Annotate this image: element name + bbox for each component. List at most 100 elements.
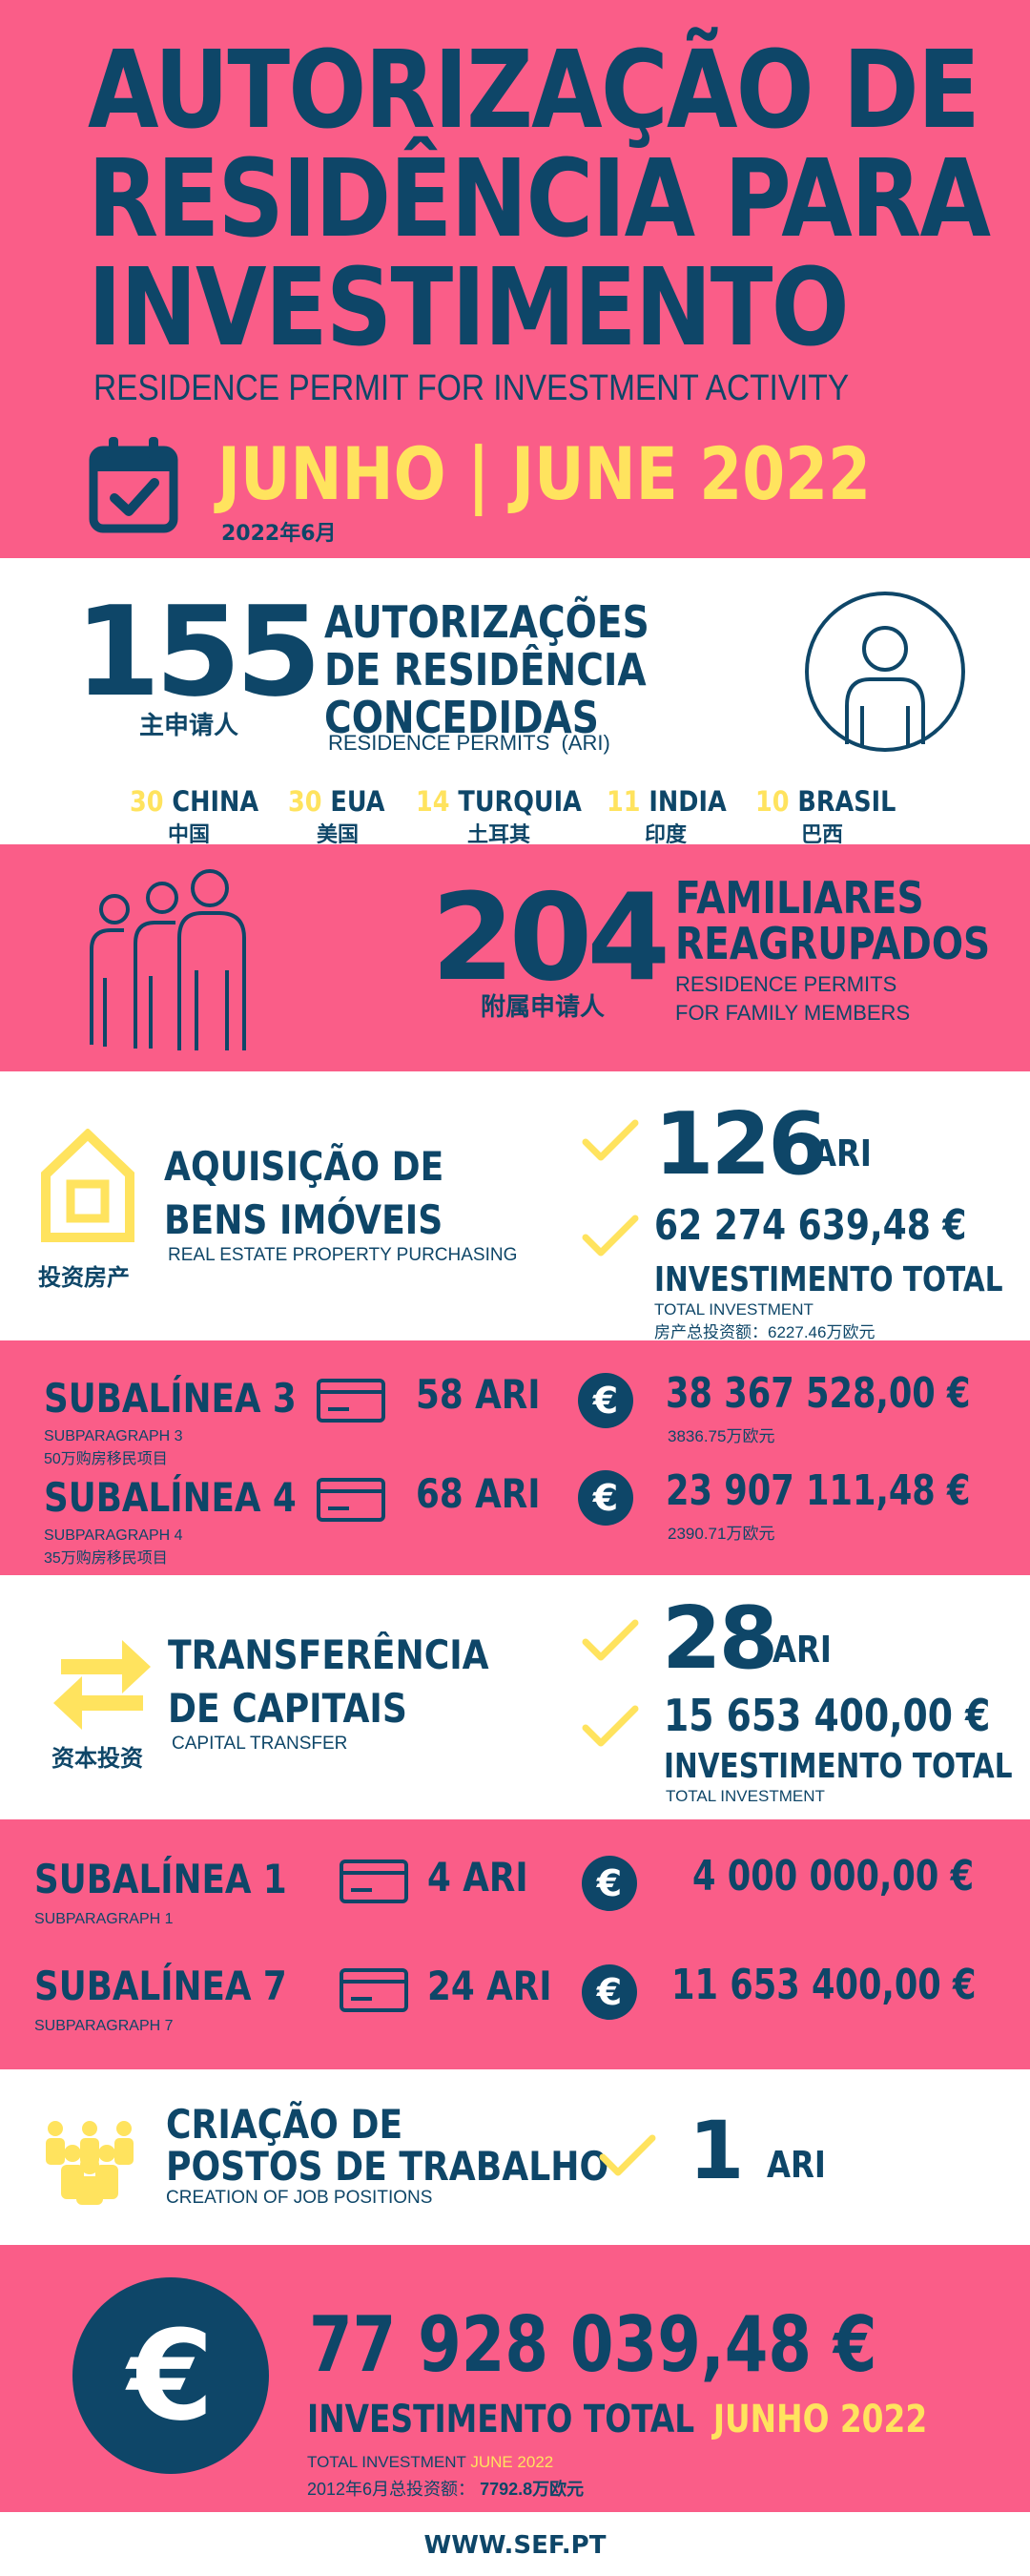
title-line-3: INVESTIMENTO — [88, 246, 850, 370]
real-estate-subtitle: REAL ESTATE PROPERTY PURCHASING — [168, 1245, 518, 1265]
subparagraph-en: SUBPARAGRAPH 4 — [44, 1527, 183, 1544]
jobs-title-line-1: CRIAÇÃO DE — [166, 2101, 403, 2148]
country-eua: 30 EUA 美国 — [288, 785, 402, 848]
subparagraph-amount: 23 907 111,48 € — [666, 1466, 971, 1515]
country-name: BRASIL — [797, 785, 896, 818]
country-name: INDIA — [649, 785, 727, 818]
capital-title-line-1: TRANSFERÊNCIA — [168, 1631, 489, 1678]
subparagraph-amount-cn: 2390.71万欧元 — [668, 1525, 775, 1543]
subparagraph-title: SUBALÍNEA 3 — [44, 1375, 297, 1422]
permits-granted-title: AUTORIZAÇÕES DE RESIDÊNCIA CONCEDIDAS — [324, 598, 707, 741]
country-cn: 美国 — [317, 823, 360, 847]
total-cn-value: 7792.8万欧元 — [480, 2480, 585, 2499]
real-estate-title-line-2: BENS IMÓVEIS — [164, 1196, 443, 1243]
real-estate-ari-label: ARI — [813, 1132, 872, 1174]
euro-icon: € — [582, 1856, 637, 1911]
jobs-title-line-2: POSTOS DE TRABALHO — [166, 2143, 609, 2190]
subparagraph-row: SUBALÍNEA 4 SUBPARAGRAPH 4 35万购房移民项目 68 … — [0, 1461, 1030, 1567]
euro-icon: € — [578, 1470, 633, 1526]
subparagraph-title: SUBALÍNEA 1 — [34, 1856, 287, 1902]
main-applicants-section: 155 主申请人 AUTORIZAÇÕES DE RESIDÊNCIA CONC… — [0, 558, 1030, 847]
family-title-line-1: FAMILIARES — [675, 872, 924, 924]
subparagraph-ari: 58 ARI — [416, 1371, 541, 1418]
subparagraph-en: SUBPARAGRAPH 7 — [34, 2018, 174, 2034]
family-title: FAMILIARES REAGRUPADOS — [675, 875, 1030, 966]
real-estate-total-cn: 房产总投资额：6227.46万欧元 — [654, 1323, 876, 1341]
total-label-text: INVESTIMENTO TOTAL — [307, 2398, 695, 2441]
country-china: 30 CHINA 中国 — [130, 785, 282, 848]
real-estate-section: 投资房产 AQUISIÇÃO DE BENS IMÓVEIS REAL ESTA… — [0, 1071, 1030, 1341]
jobs-ari-count: 1 — [689, 2104, 745, 2197]
subparagraph-ari: 68 ARI — [416, 1470, 541, 1517]
card-icon — [317, 1478, 385, 1522]
family-icon — [86, 863, 254, 1054]
real-estate-sub-section: SUBALÍNEA 3 SUBPARAGRAPH 3 50万购房移民项目 58 … — [0, 1340, 1030, 1575]
real-estate-title: AQUISIÇÃO DE BENS IMÓVEIS — [164, 1140, 489, 1247]
card-icon — [340, 1859, 408, 1903]
main-applicants-cn: 主申请人 — [139, 712, 239, 740]
subparagraph-cn: 50万购房移民项目 — [44, 1451, 168, 1467]
family-subtitle-line-1: RESIDENCE PERMITS — [675, 972, 897, 996]
subparagraph-amount: 11 653 400,00 € — [671, 1961, 977, 2009]
country-cn: 中国 — [168, 823, 211, 847]
euro-icon: € — [72, 2277, 269, 2474]
subparagraph-cn: 35万购房移民项目 — [44, 1550, 168, 1567]
country-turquia: 14 TURQUIA 土耳其 — [416, 785, 587, 848]
report-date-cn: 2022年6月 — [221, 522, 337, 546]
euro-icon: € — [582, 1964, 637, 2020]
family-subtitle: RESIDENCE PERMITS FOR FAMILY MEMBERS — [675, 970, 910, 1028]
jobs-section: CRIAÇÃO DE POSTOS DE TRABALHO CREATION O… — [0, 2069, 1030, 2245]
total-label: INVESTIMENTO TOTAL JUNHO 2022 — [307, 2398, 927, 2441]
svg-text:€: € — [592, 1380, 618, 1422]
footer-section: WWW.SEF.PT — [0, 2512, 1030, 2576]
total-section: € 77 928 039,48 € INVESTIMENTO TOTAL JUN… — [0, 2245, 1030, 2512]
subparagraph-row: SUBALÍNEA 7 SUBPARAGRAPH 7 24 ARI € 11 6… — [0, 1961, 1030, 2039]
capital-transfer-section: 资本投资 TRANSFERÊNCIA DE CAPITAIS CAPITAL T… — [0, 1575, 1030, 1819]
family-title-line-2: REAGRUPADOS — [675, 918, 991, 969]
report-date: JUNHO | JUNE 2022 — [217, 431, 872, 516]
total-cn: 2012年6月总投资额： 7792.8万欧元 — [307, 2476, 584, 2501]
subparagraph-amount-cn: 3836.75万欧元 — [668, 1427, 775, 1445]
footer-url[interactable]: WWW.SEF.PT — [423, 2531, 607, 2560]
subparagraph-title: SUBALÍNEA 4 — [44, 1474, 297, 1521]
svg-text:€: € — [592, 1477, 618, 1519]
svg-text:€: € — [596, 1862, 622, 1904]
svg-text:€: € — [596, 1971, 622, 2013]
card-icon — [340, 1968, 408, 2012]
check-icon — [582, 1705, 639, 1749]
subparagraph-en: SUBPARAGRAPH 3 — [44, 1428, 183, 1444]
family-number: 204 — [431, 867, 670, 1008]
permits-title-line-2: DE RESIDÊNCIA — [324, 644, 647, 696]
country-cn: 土耳其 — [467, 823, 531, 847]
subparagraph-row: SUBALÍNEA 1 SUBPARAGRAPH 1 4 ARI € 4 000… — [0, 1852, 1030, 1932]
jobs-title: CRIAÇÃO DE POSTOS DE TRABALHO — [166, 2104, 681, 2188]
check-icon — [599, 2134, 656, 2178]
svg-text:€: € — [125, 2303, 214, 2448]
capital-amount: 15 653 400,00 € — [664, 1690, 991, 1741]
real-estate-total-label: INVESTIMENTO TOTAL — [654, 1260, 1003, 1299]
total-label-date: JUNHO 2022 — [712, 2398, 928, 2441]
euro-icon: € — [578, 1373, 633, 1428]
capital-sub-section: SUBALÍNEA 1 SUBPARAGRAPH 1 4 ARI € 4 000… — [0, 1819, 1030, 2069]
subparagraph-row: SUBALÍNEA 3 SUBPARAGRAPH 3 50万购房移民项目 58 … — [0, 1363, 1030, 1467]
family-subtitle-line-2: FOR FAMILY MEMBERS — [675, 1001, 911, 1025]
transfer-arrows-icon — [52, 1632, 153, 1732]
check-icon — [582, 1619, 639, 1663]
country-count: 30 — [288, 785, 322, 818]
country-cn: 印度 — [645, 823, 688, 847]
capital-title-line-2: DE CAPITAIS — [168, 1685, 407, 1732]
family-cn: 附属申请人 — [481, 993, 606, 1022]
crowd-icon — [38, 2119, 141, 2205]
check-icon — [582, 1215, 639, 1258]
subparagraph-amount: 38 367 528,00 € — [666, 1369, 971, 1418]
person-icon — [803, 590, 967, 754]
header-section: AUTORIZAÇÃO DE RESIDÊNCIA PARA INVESTIME… — [0, 0, 1030, 558]
capital-ari-label: ARI — [772, 1629, 832, 1671]
country-name: EUA — [330, 785, 385, 818]
subparagraph-amount: 4 000 000,00 € — [692, 1852, 975, 1901]
calendar-check-icon — [88, 435, 179, 534]
real-estate-amount: 62 274 639,48 € — [654, 1201, 967, 1250]
permits-granted-subtitle: RESIDENCE PERMITS (ARI) — [328, 731, 610, 755]
total-cn-prefix: 2012年6月总投资额： — [307, 2480, 476, 2499]
capital-total-label: INVESTIMENTO TOTAL — [664, 1747, 1013, 1786]
